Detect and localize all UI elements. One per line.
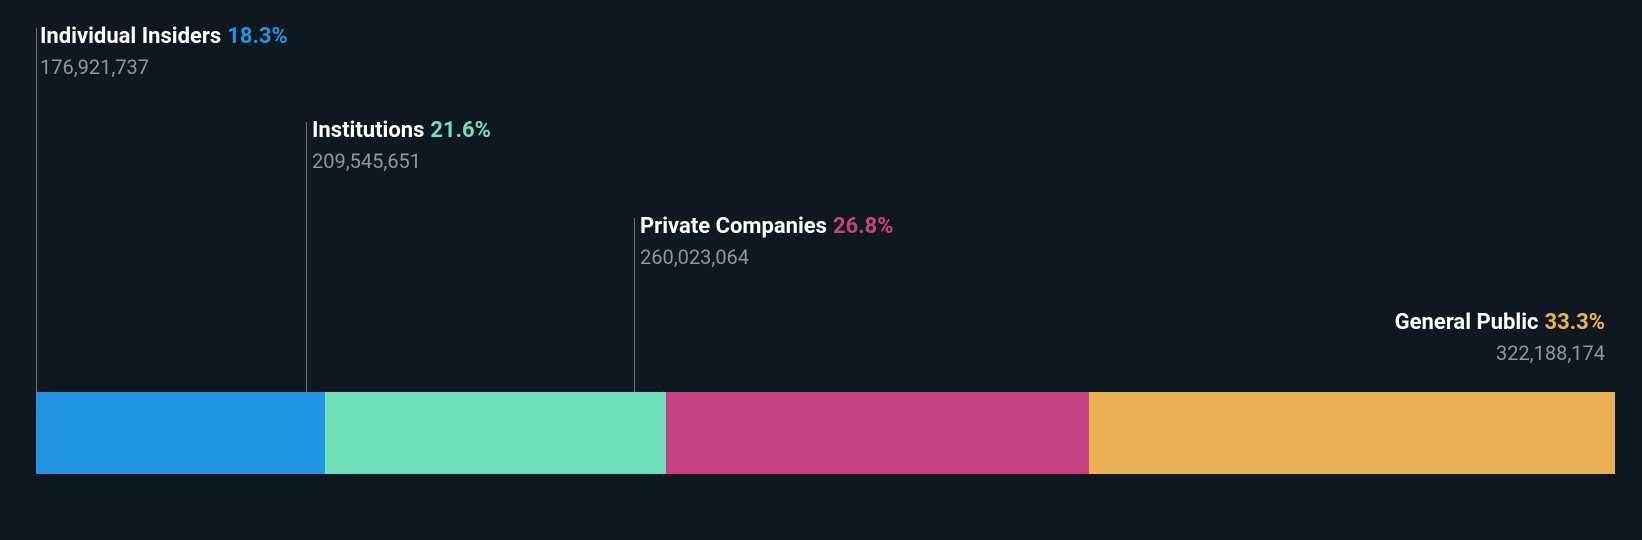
label-value-private-companies: 260,023,064 [640, 245, 893, 269]
label-title-institutions: Institutions [312, 118, 424, 143]
label-value-institutions: 209,545,651 [312, 149, 491, 173]
label-value-individual-insiders: 176,921,737 [40, 55, 288, 79]
bar-segment-institutions [325, 392, 666, 474]
ownership-chart: Individual Insiders18.3% 176,921,737 Insti… [0, 0, 1642, 540]
label-title-private-companies: Private Companies [640, 214, 827, 239]
ownership-bar [36, 392, 1615, 474]
bar-segment-individual-insiders [36, 392, 325, 474]
divider-institutions [306, 122, 307, 392]
label-group-institutions: Institutions21.6% 209,545,651 [312, 118, 491, 173]
bar-segment-private-companies [666, 392, 1089, 474]
label-value-general-public: 322,188,174 [1395, 341, 1605, 365]
label-percent-individual-insiders: 18.3% [227, 24, 288, 49]
divider-individual-insiders [36, 28, 37, 392]
label-percent-institutions: 21.6% [430, 118, 491, 143]
label-group-individual-insiders: Individual Insiders18.3% 176,921,737 [40, 24, 288, 79]
divider-private-companies [634, 218, 635, 392]
label-percent-general-public: 33.3% [1544, 310, 1605, 335]
label-group-general-public: General Public33.3% 322,188,174 [1395, 310, 1605, 365]
bar-segment-general-public [1089, 392, 1615, 474]
label-title-individual-insiders: Individual Insiders [40, 24, 221, 49]
label-title-general-public: General Public [1395, 310, 1539, 335]
label-percent-private-companies: 26.8% [833, 214, 894, 239]
label-group-private-companies: Private Companies26.8% 260,023,064 [640, 214, 893, 269]
